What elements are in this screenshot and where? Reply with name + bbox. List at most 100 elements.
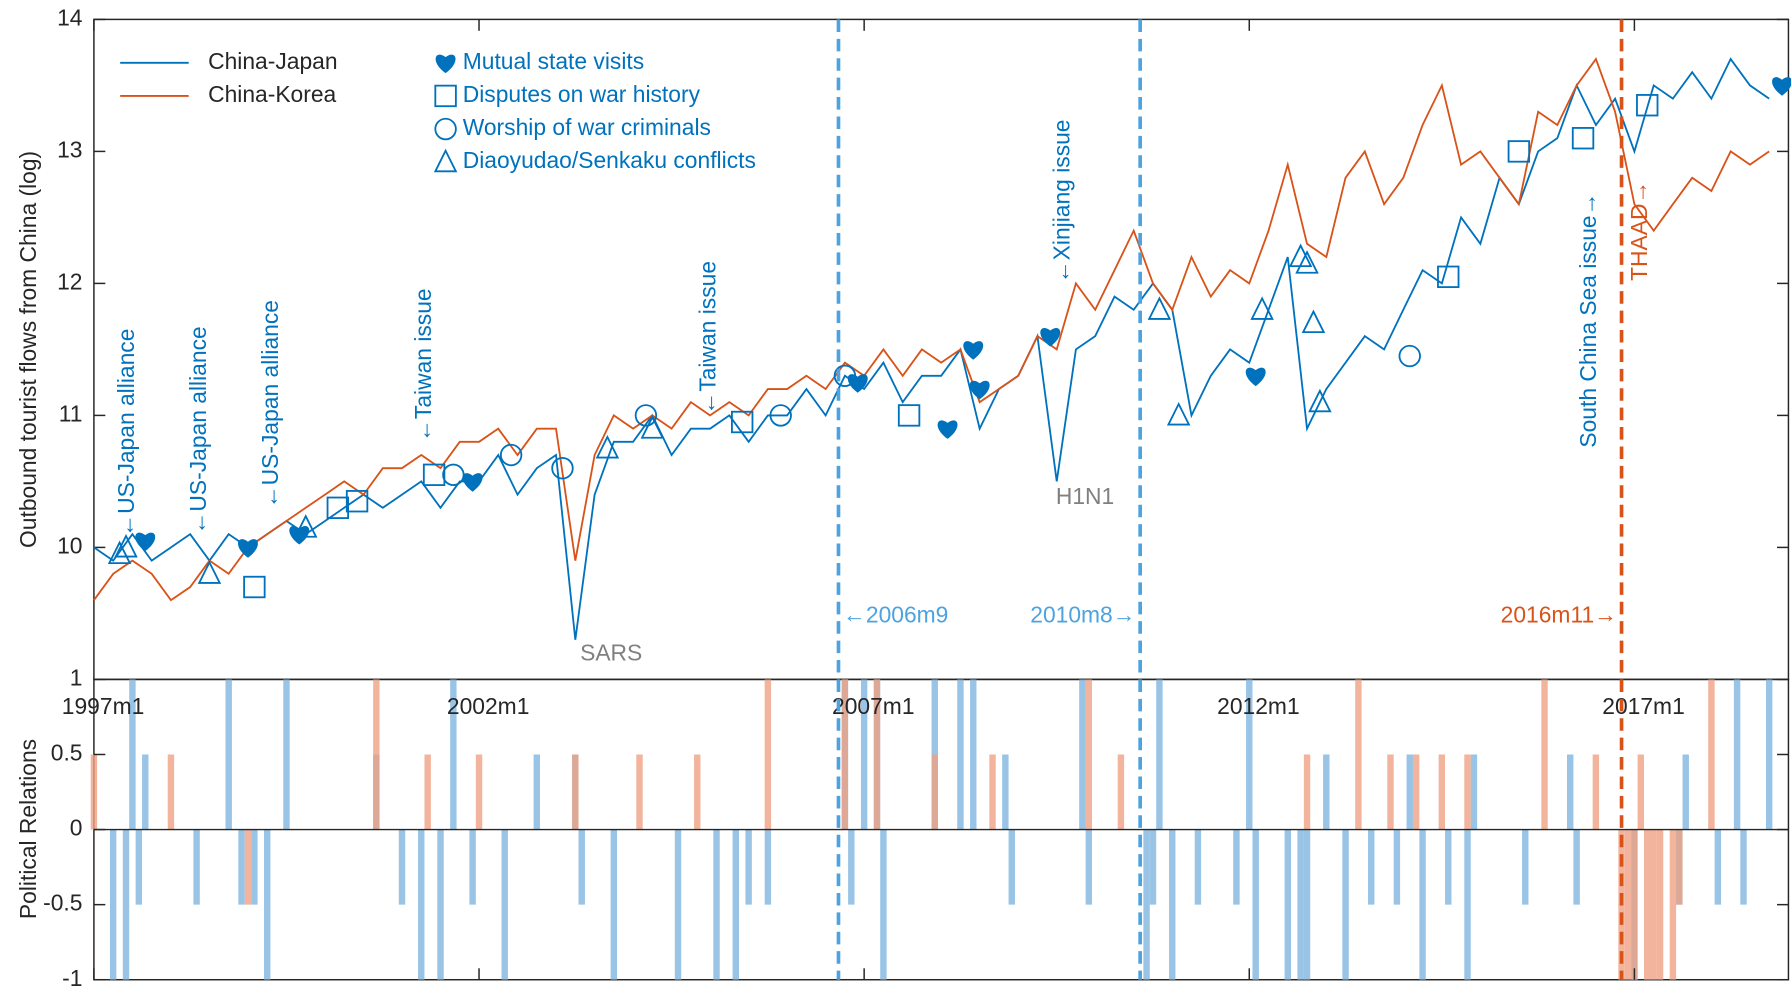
bar (1387, 754, 1394, 830)
bar (129, 679, 136, 830)
x-tick-label: 1997m1 (62, 693, 145, 719)
event-marker (1636, 94, 1659, 117)
bar (636, 754, 643, 830)
event-marker (640, 415, 665, 439)
bar (398, 829, 406, 905)
event-marker (1301, 309, 1326, 334)
annotation: ←US-Japan alliance (113, 329, 139, 537)
bar (1079, 679, 1086, 830)
event-marker (107, 540, 132, 565)
bar (1740, 829, 1747, 905)
bar (1573, 829, 1580, 905)
bar (122, 829, 130, 980)
annotation: South China Sea issue→ (1575, 193, 1601, 448)
event-marker (462, 473, 483, 492)
bar (1669, 829, 1677, 980)
bar (578, 829, 585, 905)
bar (1438, 754, 1446, 830)
bar (1002, 754, 1009, 830)
bar (1566, 754, 1574, 830)
data-line (93, 57, 1770, 602)
event-marker (937, 420, 958, 439)
event-marker (293, 514, 318, 538)
y-tick-label: -0.5 (43, 890, 82, 916)
bar (469, 829, 476, 905)
x-tick-label: 2007m1 (832, 693, 915, 719)
legend-label: China-Japan (208, 48, 337, 74)
event-marker (1507, 140, 1531, 163)
bar (1355, 679, 1362, 830)
bar (1149, 829, 1157, 905)
top-axes-frame (93, 18, 1790, 681)
event-marker (833, 364, 857, 388)
event-marker (1398, 344, 1421, 368)
bar (90, 754, 98, 830)
annotation: THAAD→ (1626, 181, 1652, 281)
bar (193, 829, 200, 905)
bar (437, 829, 444, 980)
bar (1303, 754, 1311, 830)
bar (1085, 679, 1093, 830)
bar (475, 754, 483, 830)
bar (1406, 754, 1413, 830)
bar (841, 679, 849, 830)
bar (244, 829, 252, 905)
bar (1714, 829, 1722, 905)
event-marker (731, 410, 754, 434)
event-marker (237, 539, 258, 558)
event-marker (1772, 77, 1791, 96)
bar (1708, 679, 1715, 830)
annotation: ←US-Japan alliance (257, 300, 283, 508)
bar (238, 829, 245, 905)
bar (694, 754, 701, 830)
event-marker (1166, 401, 1191, 426)
bar (225, 679, 232, 830)
bar (1656, 829, 1664, 980)
bar (1342, 829, 1349, 980)
bar (1650, 829, 1657, 980)
bar (1464, 829, 1471, 980)
bar (533, 754, 541, 830)
bar (764, 829, 772, 905)
bar (1464, 754, 1471, 830)
legend-label: Mutual state visits (463, 48, 644, 74)
bar (873, 679, 881, 830)
bars (90, 679, 1773, 980)
bar (1470, 754, 1478, 830)
annotation: H1N1 (1056, 483, 1114, 509)
event-marker (1040, 327, 1061, 347)
bar (1733, 679, 1741, 830)
event-marker (769, 404, 792, 427)
bar (1117, 754, 1125, 830)
bar (1297, 829, 1304, 980)
event-marker (345, 490, 369, 513)
bar (1284, 829, 1291, 980)
event-marker (963, 341, 984, 360)
bar (860, 679, 868, 830)
bar (1765, 679, 1773, 830)
bar (1592, 754, 1600, 830)
event-marker (499, 443, 523, 467)
bar (745, 829, 752, 905)
bar (167, 754, 175, 830)
bar (713, 829, 720, 980)
bar (1303, 829, 1311, 980)
bar (450, 679, 457, 830)
bar (931, 754, 938, 830)
bar (764, 679, 772, 830)
bar (424, 754, 431, 830)
bar (1194, 829, 1202, 905)
event-marker (114, 533, 138, 558)
event-marker (847, 374, 868, 393)
x-tick-label: 2017m1 (1602, 693, 1685, 719)
bar (1412, 754, 1420, 830)
annotation: ←Taiwan issue (694, 261, 720, 415)
legend-symbol (434, 117, 457, 141)
bar (1393, 829, 1401, 905)
bar (1169, 829, 1176, 980)
bar (142, 754, 149, 830)
bar (1637, 754, 1645, 830)
bar (1085, 829, 1093, 905)
event-marker (551, 457, 574, 480)
bar (1323, 754, 1330, 830)
